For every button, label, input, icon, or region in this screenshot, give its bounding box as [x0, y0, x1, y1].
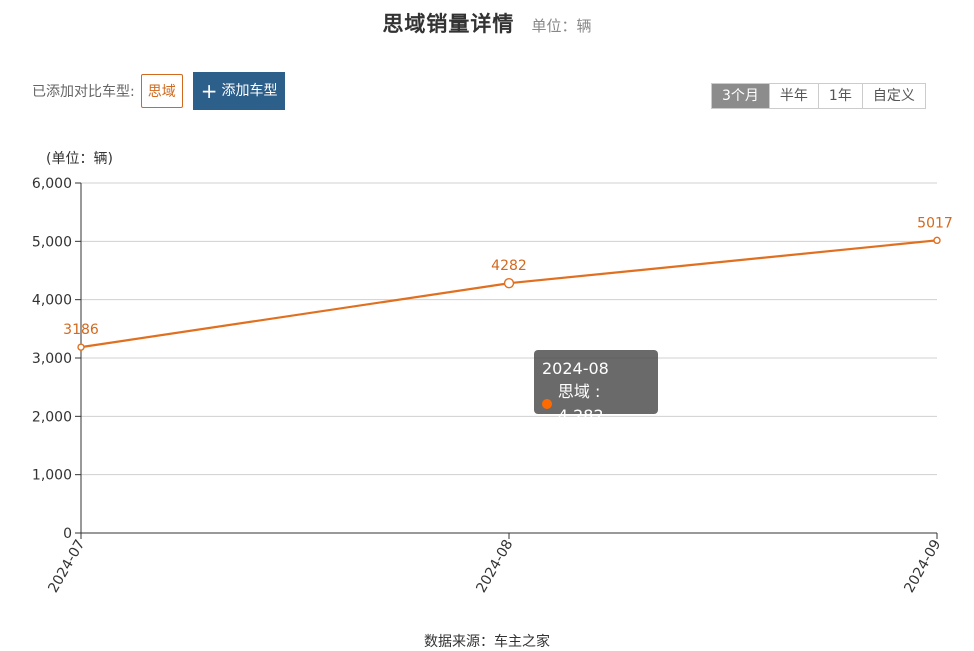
model-tag-civic[interactable]: 思域	[140, 74, 183, 108]
data-source: 数据来源：车主之家	[424, 634, 550, 650]
compare-bar: 已添加对比车型: 思域 + 添加车型	[32, 72, 286, 110]
tooltip-row: 思域 : 4,282	[542, 380, 650, 428]
data-point[interactable]	[933, 236, 941, 245]
y-tick-label: 6,000	[32, 176, 72, 192]
range-1-year[interactable]: 1年	[817, 84, 862, 108]
y-axis-unit-label: (单位：辆)	[46, 151, 113, 167]
data-point[interactable]	[77, 343, 85, 351]
data-label: 5017	[917, 215, 953, 231]
range-3-months[interactable]: 3个月	[712, 84, 769, 108]
time-range-group: 3个月 半年 1年 自定义	[711, 83, 926, 109]
data-label: 3186	[63, 322, 99, 338]
data-labels: 3186 4282 5017	[63, 215, 953, 338]
tooltip-title: 2024-08	[542, 359, 609, 378]
grid-lines	[81, 182, 937, 476]
tooltip-value: 思域 : 4,282	[557, 382, 604, 425]
axes	[75, 182, 938, 539]
chart-tooltip: 2024-08 思域 : 4,282	[534, 350, 658, 425]
plus-icon: +	[200, 79, 218, 103]
range-half-year[interactable]: 半年	[768, 84, 818, 108]
add-model-button[interactable]: + 添加车型	[192, 72, 286, 110]
data-point[interactable]	[503, 278, 515, 289]
series-layer	[77, 236, 941, 351]
x-tick-labels: 2024-07 2024-08 2024-09	[45, 537, 944, 596]
chart-header: 思域销量详情 单位：辆	[0, 8, 974, 38]
y-tick-label: 0	[63, 526, 72, 542]
y-tick-label: 5,000	[32, 234, 72, 250]
y-tick-labels: 0 1,000 2,000 3,000 4,000 5,000 6,000	[32, 176, 72, 542]
series-dot-icon	[542, 399, 552, 409]
y-tick-label: 3,000	[32, 351, 72, 367]
x-tick-label: 2024-08	[473, 537, 516, 596]
series-line	[80, 239, 938, 349]
range-custom[interactable]: 自定义	[861, 84, 925, 108]
y-tick-label: 4,000	[32, 293, 72, 309]
compare-label: 已添加对比车型:	[32, 84, 135, 100]
y-tick-label: 1,000	[32, 468, 72, 484]
y-tick-label: 2,000	[32, 409, 72, 425]
data-label: 4282	[491, 258, 527, 274]
x-tick-label: 2024-09	[901, 537, 944, 596]
title-unit: 单位：辆	[531, 17, 592, 35]
x-tick-label: 2024-07	[45, 537, 88, 596]
page-title: 思域销量详情	[382, 12, 515, 36]
add-model-label: 添加车型	[221, 83, 278, 99]
